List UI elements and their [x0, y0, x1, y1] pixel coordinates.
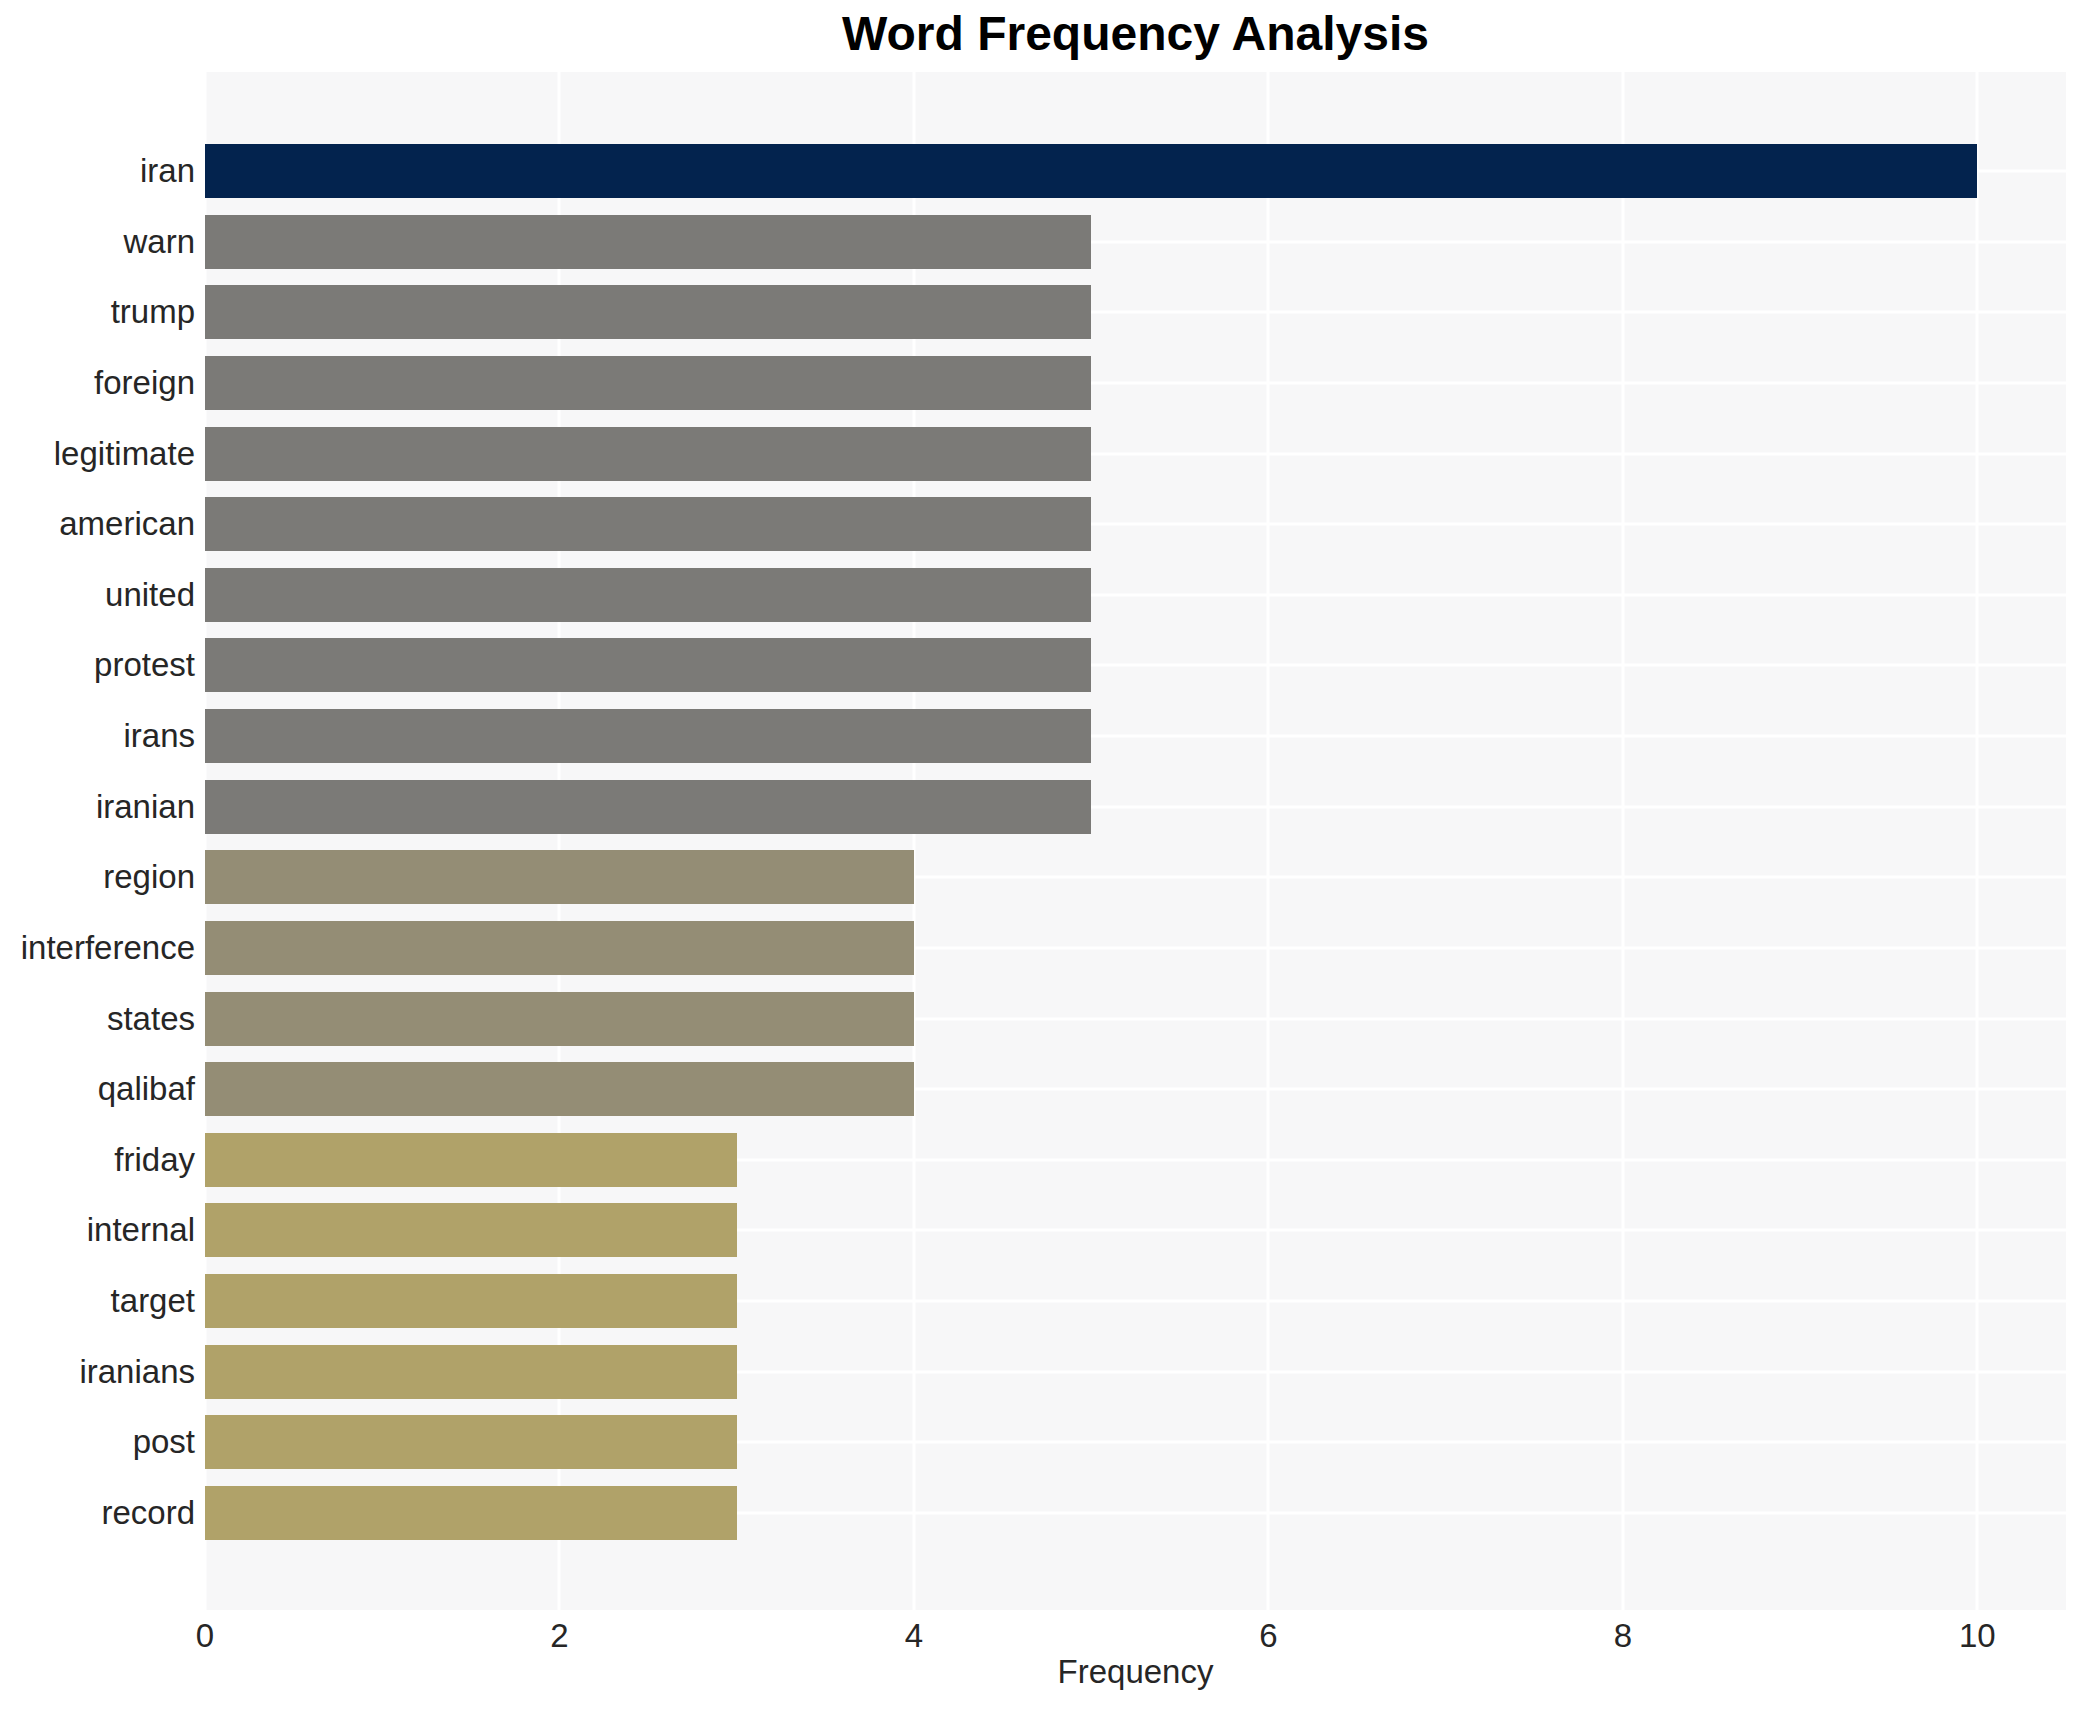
- x-tick-label-8: 8: [1614, 1617, 1632, 1655]
- bar-interference: [205, 921, 914, 975]
- y-tick-label-iranians: iranians: [0, 1353, 195, 1391]
- bar-internal: [205, 1203, 737, 1257]
- bar-region: [205, 850, 914, 904]
- vertical-gridline: [1621, 72, 1624, 1610]
- y-tick-label-target: target: [0, 1282, 195, 1320]
- bar-irans: [205, 709, 1091, 763]
- x-tick-label-2: 2: [550, 1617, 568, 1655]
- y-axis: iran warn trump foreign legitimate american un…: [0, 72, 195, 1610]
- y-tick-label-warn: warn: [0, 223, 195, 261]
- bar-legitimate: [205, 427, 1091, 481]
- x-tick-label-10: 10: [1959, 1617, 1996, 1655]
- y-tick-label-region: region: [0, 858, 195, 896]
- vertical-gridline: [1267, 72, 1270, 1610]
- y-tick-label-interference: interference: [0, 929, 195, 967]
- vertical-gridline: [1976, 72, 1979, 1610]
- bar-record: [205, 1486, 737, 1540]
- y-tick-label-foreign: foreign: [0, 364, 195, 402]
- x-tick-label-0: 0: [196, 1617, 214, 1655]
- y-tick-label-qalibaf: qalibaf: [0, 1070, 195, 1108]
- y-tick-label-states: states: [0, 1000, 195, 1038]
- x-axis-label: Frequency: [205, 1653, 2066, 1691]
- y-tick-label-american: american: [0, 505, 195, 543]
- bar-iran: [205, 144, 1977, 198]
- bar-iranian: [205, 780, 1091, 834]
- y-tick-label-united: united: [0, 576, 195, 614]
- y-tick-label-legitimate: legitimate: [0, 435, 195, 473]
- bar-foreign: [205, 356, 1091, 410]
- y-tick-label-protest: protest: [0, 646, 195, 684]
- y-tick-label-post: post: [0, 1423, 195, 1461]
- bar-united: [205, 568, 1091, 622]
- bar-target: [205, 1274, 737, 1328]
- chart-title: Word Frequency Analysis: [205, 6, 2066, 61]
- y-tick-label-iran: iran: [0, 152, 195, 190]
- y-tick-label-record: record: [0, 1494, 195, 1532]
- bar-protest: [205, 638, 1091, 692]
- bar-states: [205, 992, 914, 1046]
- y-tick-label-irans: irans: [0, 717, 195, 755]
- bar-iranians: [205, 1345, 737, 1399]
- y-tick-label-iranian: iranian: [0, 788, 195, 826]
- plot-area: [205, 72, 2066, 1610]
- bar-american: [205, 497, 1091, 551]
- bar-post: [205, 1415, 737, 1469]
- bar-friday: [205, 1133, 737, 1187]
- y-tick-label-friday: friday: [0, 1141, 195, 1179]
- bar-qalibaf: [205, 1062, 914, 1116]
- word-frequency-chart: Word Frequency Analysis iran warn trump for…: [0, 0, 2085, 1710]
- bar-trump: [205, 285, 1091, 339]
- y-tick-label-trump: trump: [0, 293, 195, 331]
- x-tick-label-6: 6: [1259, 1617, 1277, 1655]
- x-tick-label-4: 4: [905, 1617, 923, 1655]
- bar-warn: [205, 215, 1091, 269]
- y-tick-label-internal: internal: [0, 1211, 195, 1249]
